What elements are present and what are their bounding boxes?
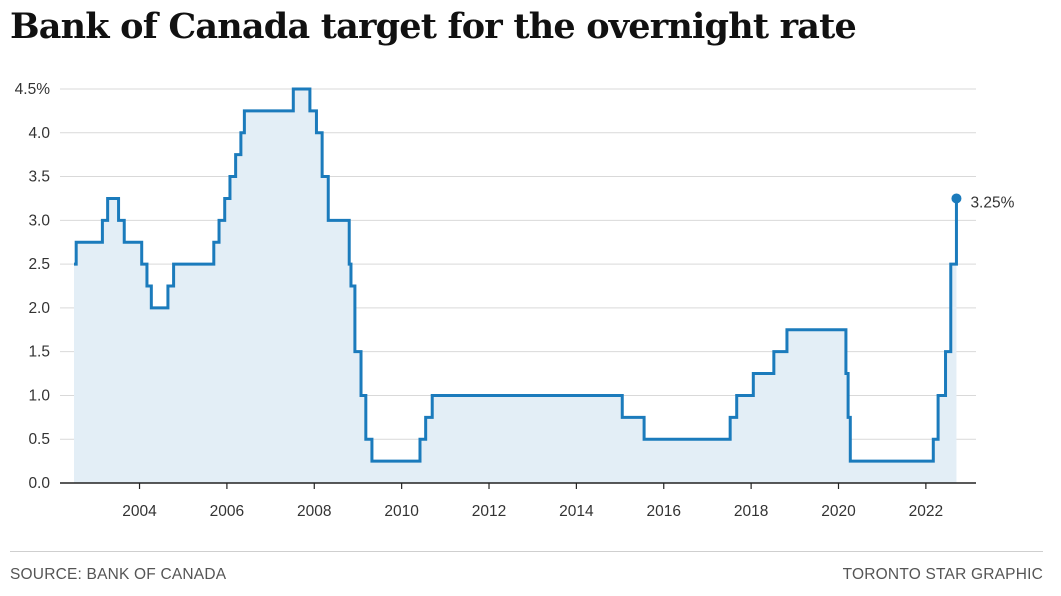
x-tick-label: 2018 xyxy=(734,503,768,520)
y-tick-label: 4.0 xyxy=(28,125,50,142)
annotations: 3.25% xyxy=(951,193,1015,211)
footer-divider xyxy=(10,551,1043,552)
x-tick-marks xyxy=(138,483,927,489)
y-tick-label: 2.0 xyxy=(28,300,50,317)
rate-area-fill xyxy=(74,89,957,483)
y-tick-label: 1.5 xyxy=(28,344,50,361)
latest-value-label: 3.25% xyxy=(970,194,1014,211)
y-tick-label: 3.0 xyxy=(28,212,50,229)
x-tick-label: 2012 xyxy=(472,503,506,520)
y-tick-label: 2.5 xyxy=(28,256,50,273)
x-tick-label: 2014 xyxy=(559,503,594,520)
y-tick-label: 0.5 xyxy=(28,431,50,448)
y-tick-label: 0.0 xyxy=(28,475,50,492)
x-tick-label: 2008 xyxy=(297,503,331,520)
y-tick-label: 4.5% xyxy=(15,81,51,98)
x-tick-label: 2022 xyxy=(909,503,943,520)
source-note: SOURCE: BANK OF CANADA xyxy=(10,566,227,583)
x-tick-label: 2010 xyxy=(384,503,419,520)
credit-note: TORONTO STAR GRAPHIC xyxy=(842,566,1043,583)
x-tick-label: 2016 xyxy=(647,503,681,520)
x-tick-label: 2006 xyxy=(210,503,244,520)
y-axis-labels: 0.0 0.5 1.0 1.5 2.0 2.5 3.0 3.5 4.0 4.5% xyxy=(15,81,51,492)
y-tick-label: 1.0 xyxy=(28,387,50,404)
latest-value-marker xyxy=(951,193,962,204)
chart-title: Bank of Canada target for the overnight … xyxy=(10,6,857,47)
x-axis-labels: 2004 2006 2008 2010 2012 2014 2016 2018 2020 2022 xyxy=(122,503,943,520)
rate-line xyxy=(74,87,958,463)
y-tick-label: 3.5 xyxy=(28,169,50,186)
x-tick-label: 2020 xyxy=(821,503,856,520)
x-tick-label: 2004 xyxy=(122,503,157,520)
